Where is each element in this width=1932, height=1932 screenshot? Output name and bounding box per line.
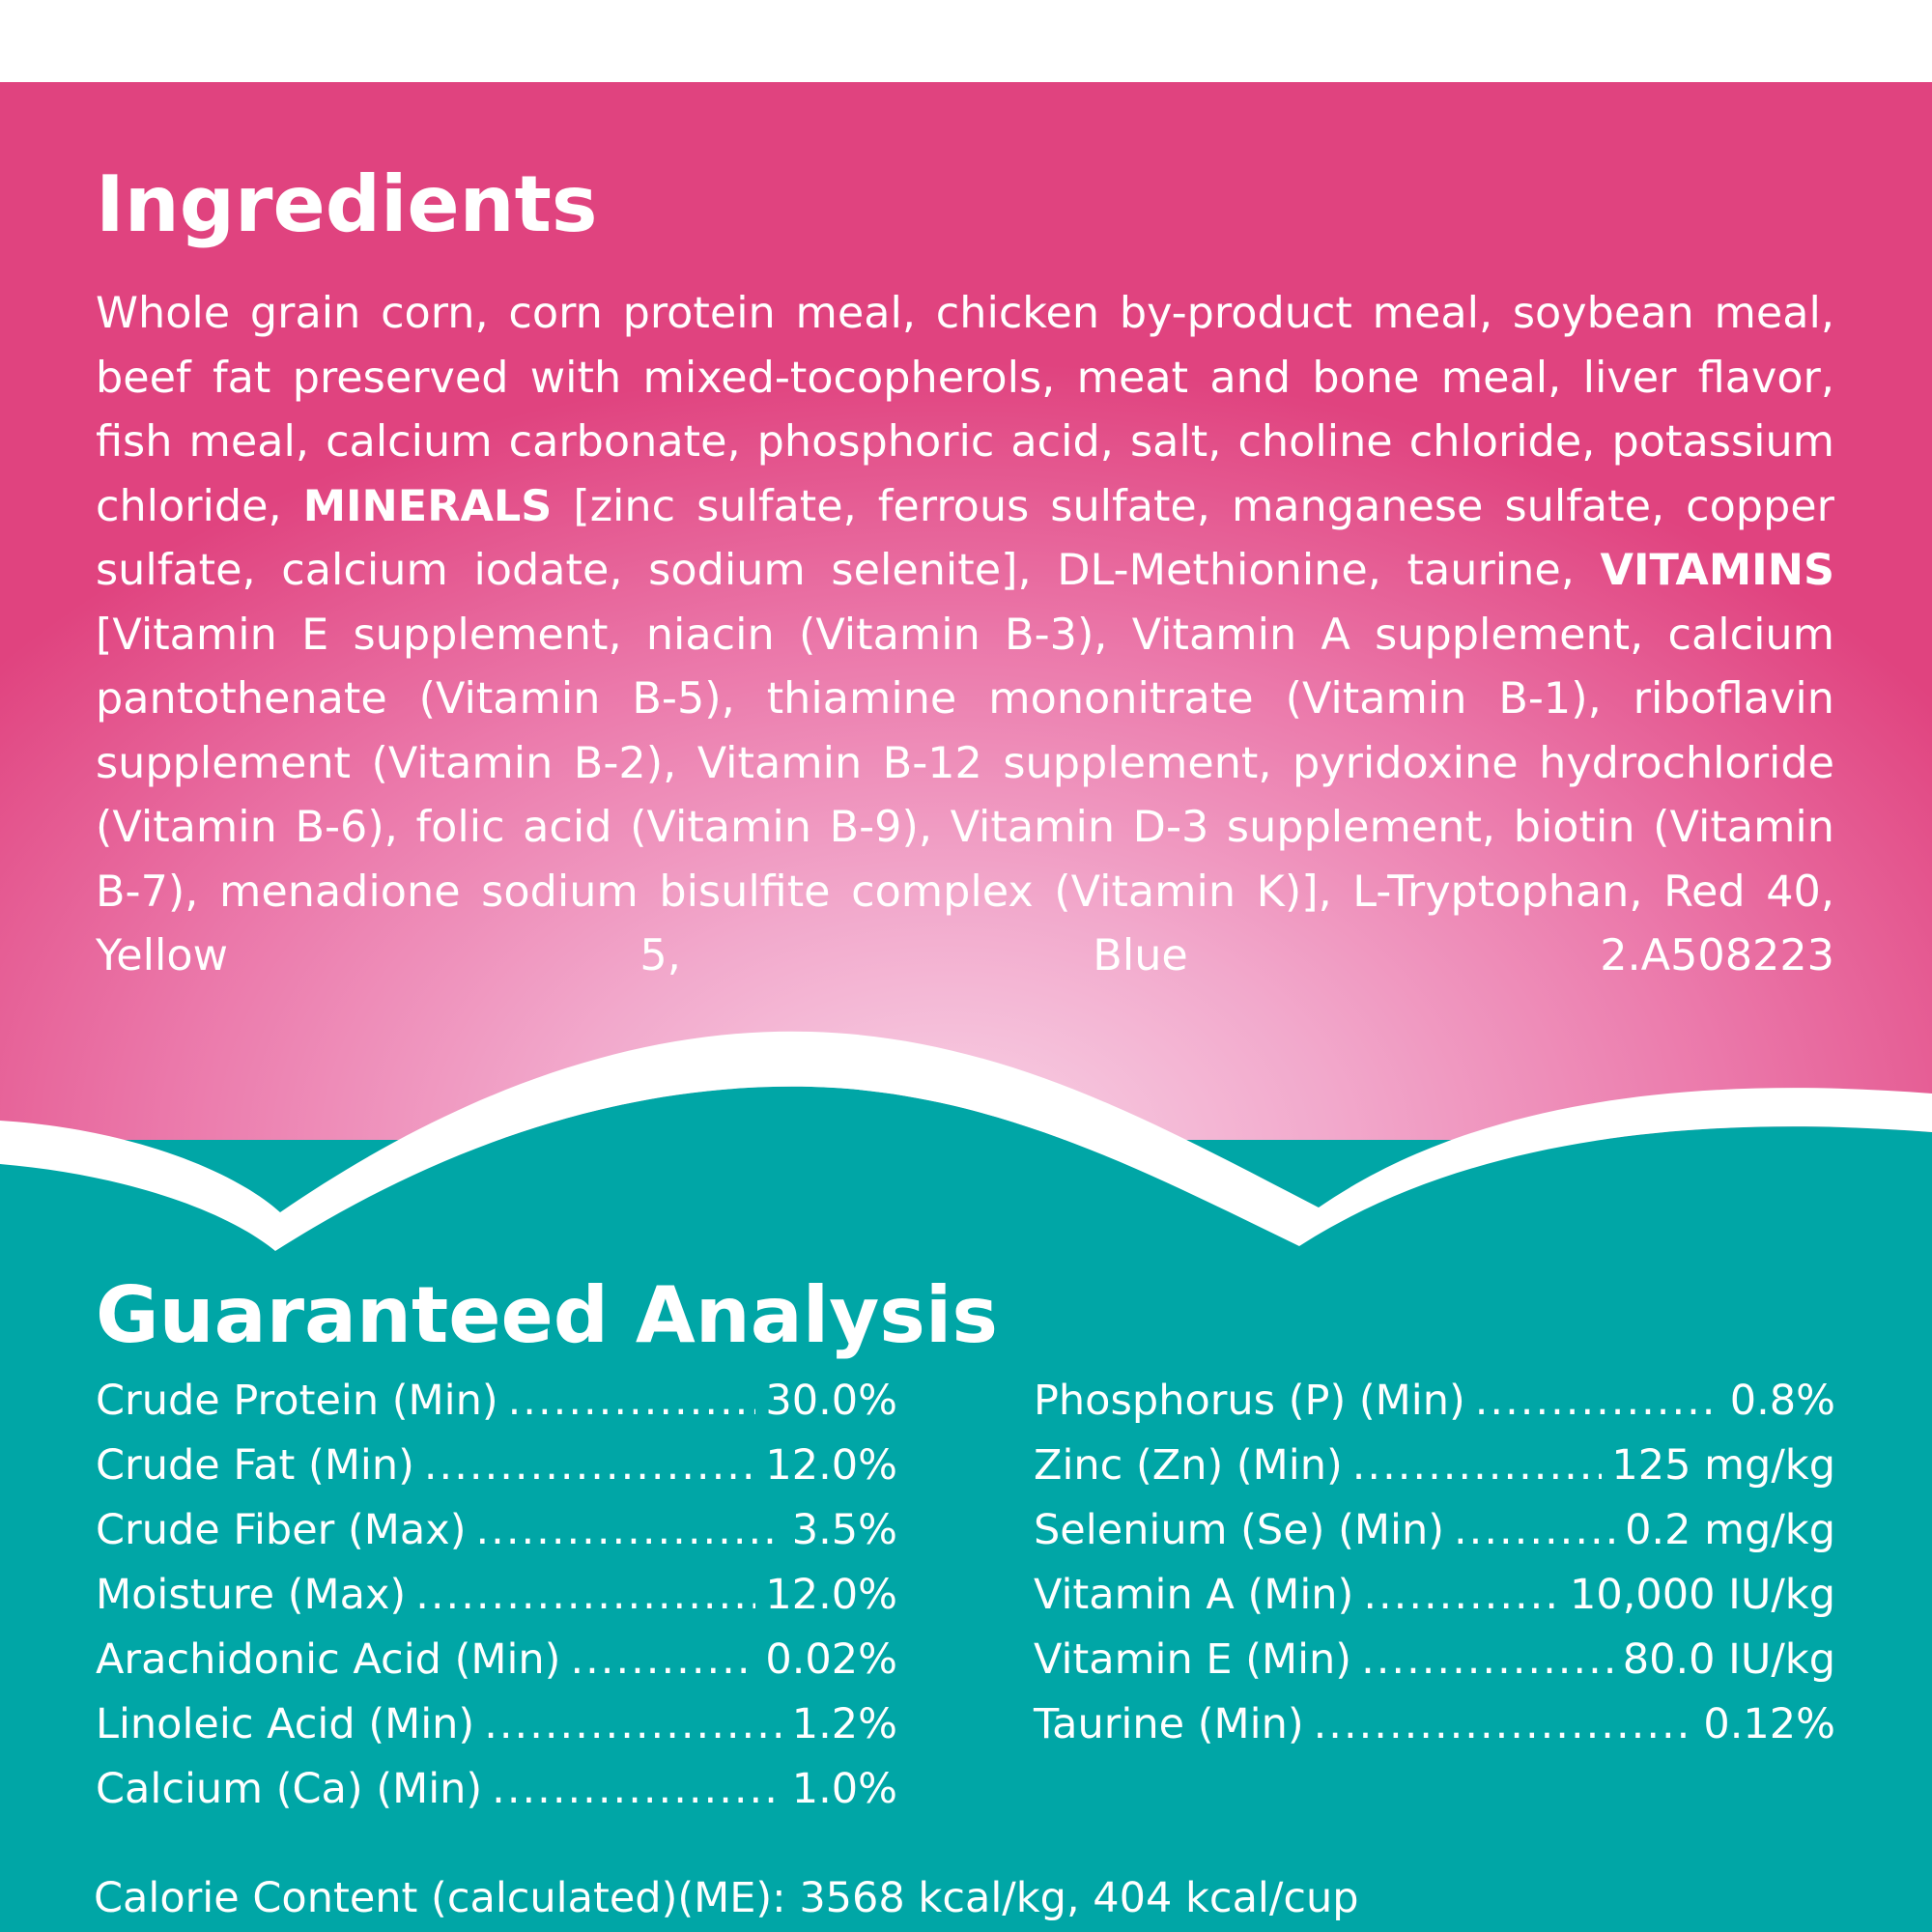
nutrient-label: Zinc (Zn) (Min) [1034, 1441, 1343, 1490]
wave-divider [0, 1031, 1932, 1294]
teal-wave-fill [0, 1086, 1932, 1294]
ingredients-list: Whole grain corn, corn protein meal, chi… [96, 282, 1834, 989]
ingredients-text-part-3: [Vitamin E supplement, niacin (Vitamin B… [96, 610, 1834, 981]
nutrient-label: Vitamin E (Min) [1034, 1635, 1352, 1684]
leader-dots [424, 1441, 756, 1490]
analysis-row: Taurine (Min) 0.12% [1034, 1700, 1835, 1765]
nutrient-value: 0.12% [1703, 1700, 1835, 1748]
nutrient-label: Phosphorus (P) (Min) [1034, 1377, 1465, 1425]
analysis-row: Vitamin E (Min) 80.0 IU/kg [1034, 1635, 1835, 1700]
leader-dots [570, 1635, 755, 1684]
lot-code: A508223 [1640, 931, 1834, 980]
leader-dots [1363, 1571, 1560, 1619]
vitamins-label: VITAMINS [1600, 546, 1834, 595]
nutrient-value: 0.02% [765, 1635, 897, 1684]
ingredients-text-part-2: [zinc sulfate, ferrous sulfate, manganes… [96, 481, 1834, 596]
nutrient-value: 80.0 IU/kg [1622, 1635, 1835, 1684]
nutrient-value: 1.2% [791, 1700, 897, 1748]
white-wave-ribbon [0, 1031, 1932, 1251]
nutrient-label: Crude Fat (Min) [96, 1441, 414, 1490]
leader-dots [1314, 1700, 1694, 1748]
nutrient-label: Vitamin A (Min) [1034, 1571, 1354, 1619]
leader-dots [484, 1700, 782, 1748]
analysis-row: Moisture (Max) 12.0% [96, 1571, 897, 1635]
analysis-row: Crude Protein (Min) 30.0% [96, 1377, 897, 1441]
analysis-row: Zinc (Zn) (Min) 125 mg/kg [1034, 1441, 1835, 1506]
leader-dots [475, 1506, 781, 1554]
nutrient-label: Linoleic Acid (Min) [96, 1700, 475, 1748]
nutrient-label: Crude Fiber (Max) [96, 1506, 467, 1554]
nutrient-value: 0.8% [1729, 1377, 1835, 1425]
nutrient-value: 10,000 IU/kg [1570, 1571, 1835, 1619]
leader-dots [1352, 1441, 1603, 1490]
analysis-row: Crude Fiber (Max) 3.5% [96, 1506, 897, 1571]
ingredients-heading: Ingredients [96, 159, 598, 249]
analysis-row: Phosphorus (P) (Min) 0.8% [1034, 1377, 1835, 1441]
nutrient-value: 3.5% [791, 1506, 897, 1554]
nutrient-value: 125 mg/kg [1611, 1441, 1835, 1490]
leader-dots [415, 1571, 755, 1619]
analysis-column-left: Crude Protein (Min) 30.0% Crude Fat (Min)… [96, 1377, 897, 1830]
leader-dots [1454, 1506, 1615, 1554]
nutrient-value: 1.0% [791, 1765, 897, 1813]
minerals-label: MINERALS [302, 481, 553, 531]
analysis-row: Calcium (Ca) (Min) 1.0% [96, 1765, 897, 1830]
analysis-row: Vitamin A (Min) 10,000 IU/kg [1034, 1571, 1835, 1635]
ingredients-text-part-1: Whole grain corn, corn protein meal, chi… [96, 289, 1834, 531]
leader-dots [508, 1377, 756, 1425]
nutrient-value: 12.0% [765, 1441, 897, 1490]
nutrient-value: 30.0% [765, 1377, 897, 1425]
nutrient-label: Arachidonic Acid (Min) [96, 1635, 561, 1684]
analysis-column-right: Phosphorus (P) (Min) 0.8% Zinc (Zn) (Min)… [1034, 1377, 1835, 1765]
analysis-row: Arachidonic Acid (Min) 0.02% [96, 1635, 897, 1700]
leader-dots [1475, 1377, 1720, 1425]
calorie-content: Calorie Content (calculated)(ME): 3568 k… [94, 1874, 1359, 1922]
leader-dots [1361, 1635, 1613, 1684]
nutrient-label: Crude Protein (Min) [96, 1377, 498, 1425]
nutrient-label: Moisture (Max) [96, 1571, 407, 1619]
analysis-row: Linoleic Acid (Min) 1.2% [96, 1700, 897, 1765]
guaranteed-analysis-heading: Guaranteed Analysis [96, 1270, 998, 1360]
nutrient-label: Selenium (Se) (Min) [1034, 1506, 1444, 1554]
nutrient-value: 0.2 mg/kg [1625, 1506, 1835, 1554]
analysis-row: Crude Fat (Min) 12.0% [96, 1441, 897, 1506]
analysis-row: Selenium (Se) (Min) 0.2 mg/kg [1034, 1506, 1835, 1571]
leader-dots [492, 1765, 782, 1813]
nutrient-value: 12.0% [765, 1571, 897, 1619]
nutrient-label: Calcium (Ca) (Min) [96, 1765, 483, 1813]
nutrient-label: Taurine (Min) [1034, 1700, 1304, 1748]
